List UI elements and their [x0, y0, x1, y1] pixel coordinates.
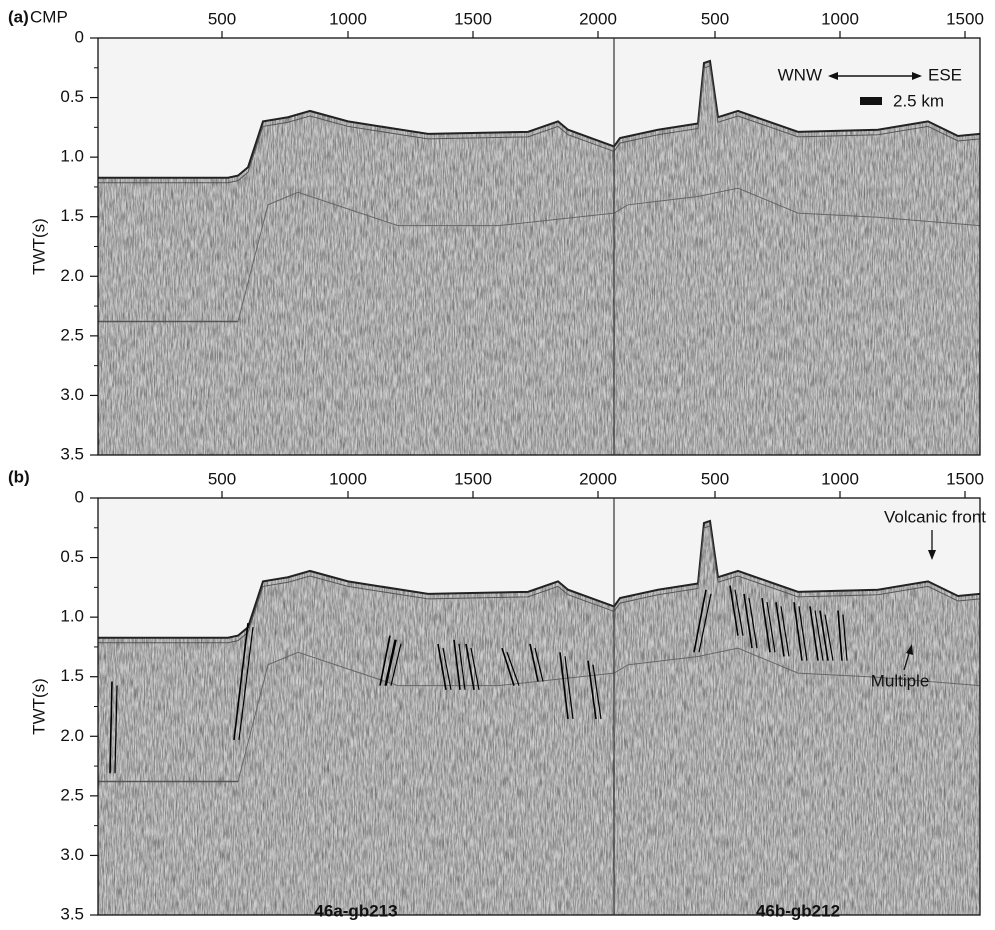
y-tick-label: 0.5 [60, 87, 84, 106]
annotation: Multiple [871, 671, 930, 690]
fault [564, 656, 574, 720]
fault [748, 597, 758, 649]
x-tick-label: 1000 [329, 9, 367, 28]
panel: (b) TWT(s) 0 0.5 1.0 1.5 2.0 2.5 3.0 3.5 500 1000 15… [8, 467, 986, 923]
direction-label: WNW [778, 65, 822, 84]
y-tick-label: 3.5 [60, 904, 84, 923]
fault [534, 647, 544, 682]
faults [109, 585, 848, 774]
y-tick-label: 3.0 [60, 845, 84, 864]
fault [734, 589, 744, 636]
fault [809, 606, 819, 661]
fault [109, 681, 113, 774]
fault [114, 685, 118, 774]
arrowhead [906, 644, 913, 655]
x-axis-title: CMP [30, 7, 68, 26]
fault [819, 610, 829, 661]
y-axis-title: TWT(s) [29, 218, 48, 275]
x-tick-label: 2000 [579, 9, 617, 28]
x-tick-label: 500 [701, 9, 729, 28]
fault [743, 593, 753, 649]
x-tick-label: 1000 [329, 469, 367, 488]
profile-label: 46a-gb213 [314, 901, 397, 920]
arrowhead [912, 72, 922, 80]
fault [390, 643, 402, 686]
y-tick-label: 2.5 [60, 325, 84, 344]
y-tick-label: 0 [75, 487, 84, 506]
fault [798, 606, 808, 661]
fault [729, 585, 739, 636]
y-tick-label: 1.0 [60, 607, 84, 626]
fault [385, 639, 397, 686]
y-tick-label: 2.0 [60, 726, 84, 745]
fault [384, 639, 396, 686]
annotation: Volcanic front [884, 507, 986, 526]
y-tick-label: 0 [75, 27, 84, 46]
y-tick-label: 1.0 [60, 147, 84, 166]
y-tick-label: 1.5 [60, 206, 84, 225]
arrowhead [828, 72, 838, 80]
fault [824, 614, 834, 661]
y-tick-label: 0.5 [60, 547, 84, 566]
fault [501, 647, 515, 686]
x-tick-label: 1500 [454, 9, 492, 28]
fault [780, 606, 790, 657]
fault [766, 601, 776, 653]
x-tick-label: 500 [208, 9, 236, 28]
fault [506, 651, 520, 686]
seismic-section [98, 38, 980, 455]
fault [698, 593, 712, 653]
fault [470, 647, 480, 690]
panel: (a) CMP TWT(s) 0 0.5 1.0 1.5 2.0 2.5 3.0 3.5 500 100… [8, 7, 984, 463]
fault [559, 652, 569, 720]
y-tick-label: 1.5 [60, 666, 84, 685]
direction-label: ESE [928, 65, 962, 84]
seismic-section [98, 498, 980, 915]
fault [761, 597, 771, 653]
x-tick-label: 500 [208, 469, 236, 488]
panel-label: (b) [8, 467, 30, 486]
y-tick-label: 3.0 [60, 385, 84, 404]
profile-label: 46b-gb212 [756, 901, 840, 920]
panels: (a) CMP TWT(s) 0 0.5 1.0 1.5 2.0 2.5 3.0 3.5 500 100… [8, 7, 986, 923]
fault [233, 623, 249, 740]
x-tick-label: 2000 [579, 469, 617, 488]
fault [458, 643, 466, 690]
fault [437, 643, 447, 690]
arrowhead [928, 550, 936, 560]
fault [814, 610, 824, 661]
x-tick-label: 1000 [821, 9, 859, 28]
fault [842, 614, 848, 661]
fault [238, 627, 254, 740]
x-tick-label: 500 [701, 469, 729, 488]
fault [442, 647, 452, 690]
fault [453, 639, 461, 690]
y-tick-label: 2.5 [60, 785, 84, 804]
fault [379, 635, 391, 686]
fault [529, 643, 539, 682]
fault [837, 610, 843, 661]
y-tick-label: 3.5 [60, 444, 84, 463]
fault [592, 664, 602, 720]
scale-label: 2.5 km [893, 91, 944, 110]
fault [693, 589, 707, 653]
fault [775, 602, 785, 657]
x-tick-label: 1000 [821, 469, 859, 488]
x-tick-label: 1500 [946, 469, 984, 488]
fault [793, 602, 803, 661]
x-tick-label: 1500 [454, 469, 492, 488]
fault [465, 643, 475, 690]
y-axis-title: TWT(s) [29, 678, 48, 735]
y-tick-label: 2.0 [60, 266, 84, 285]
fault [587, 660, 597, 720]
panel-label: (a) [8, 7, 29, 26]
x-tick-label: 1500 [946, 9, 984, 28]
scale-bar [860, 97, 882, 105]
